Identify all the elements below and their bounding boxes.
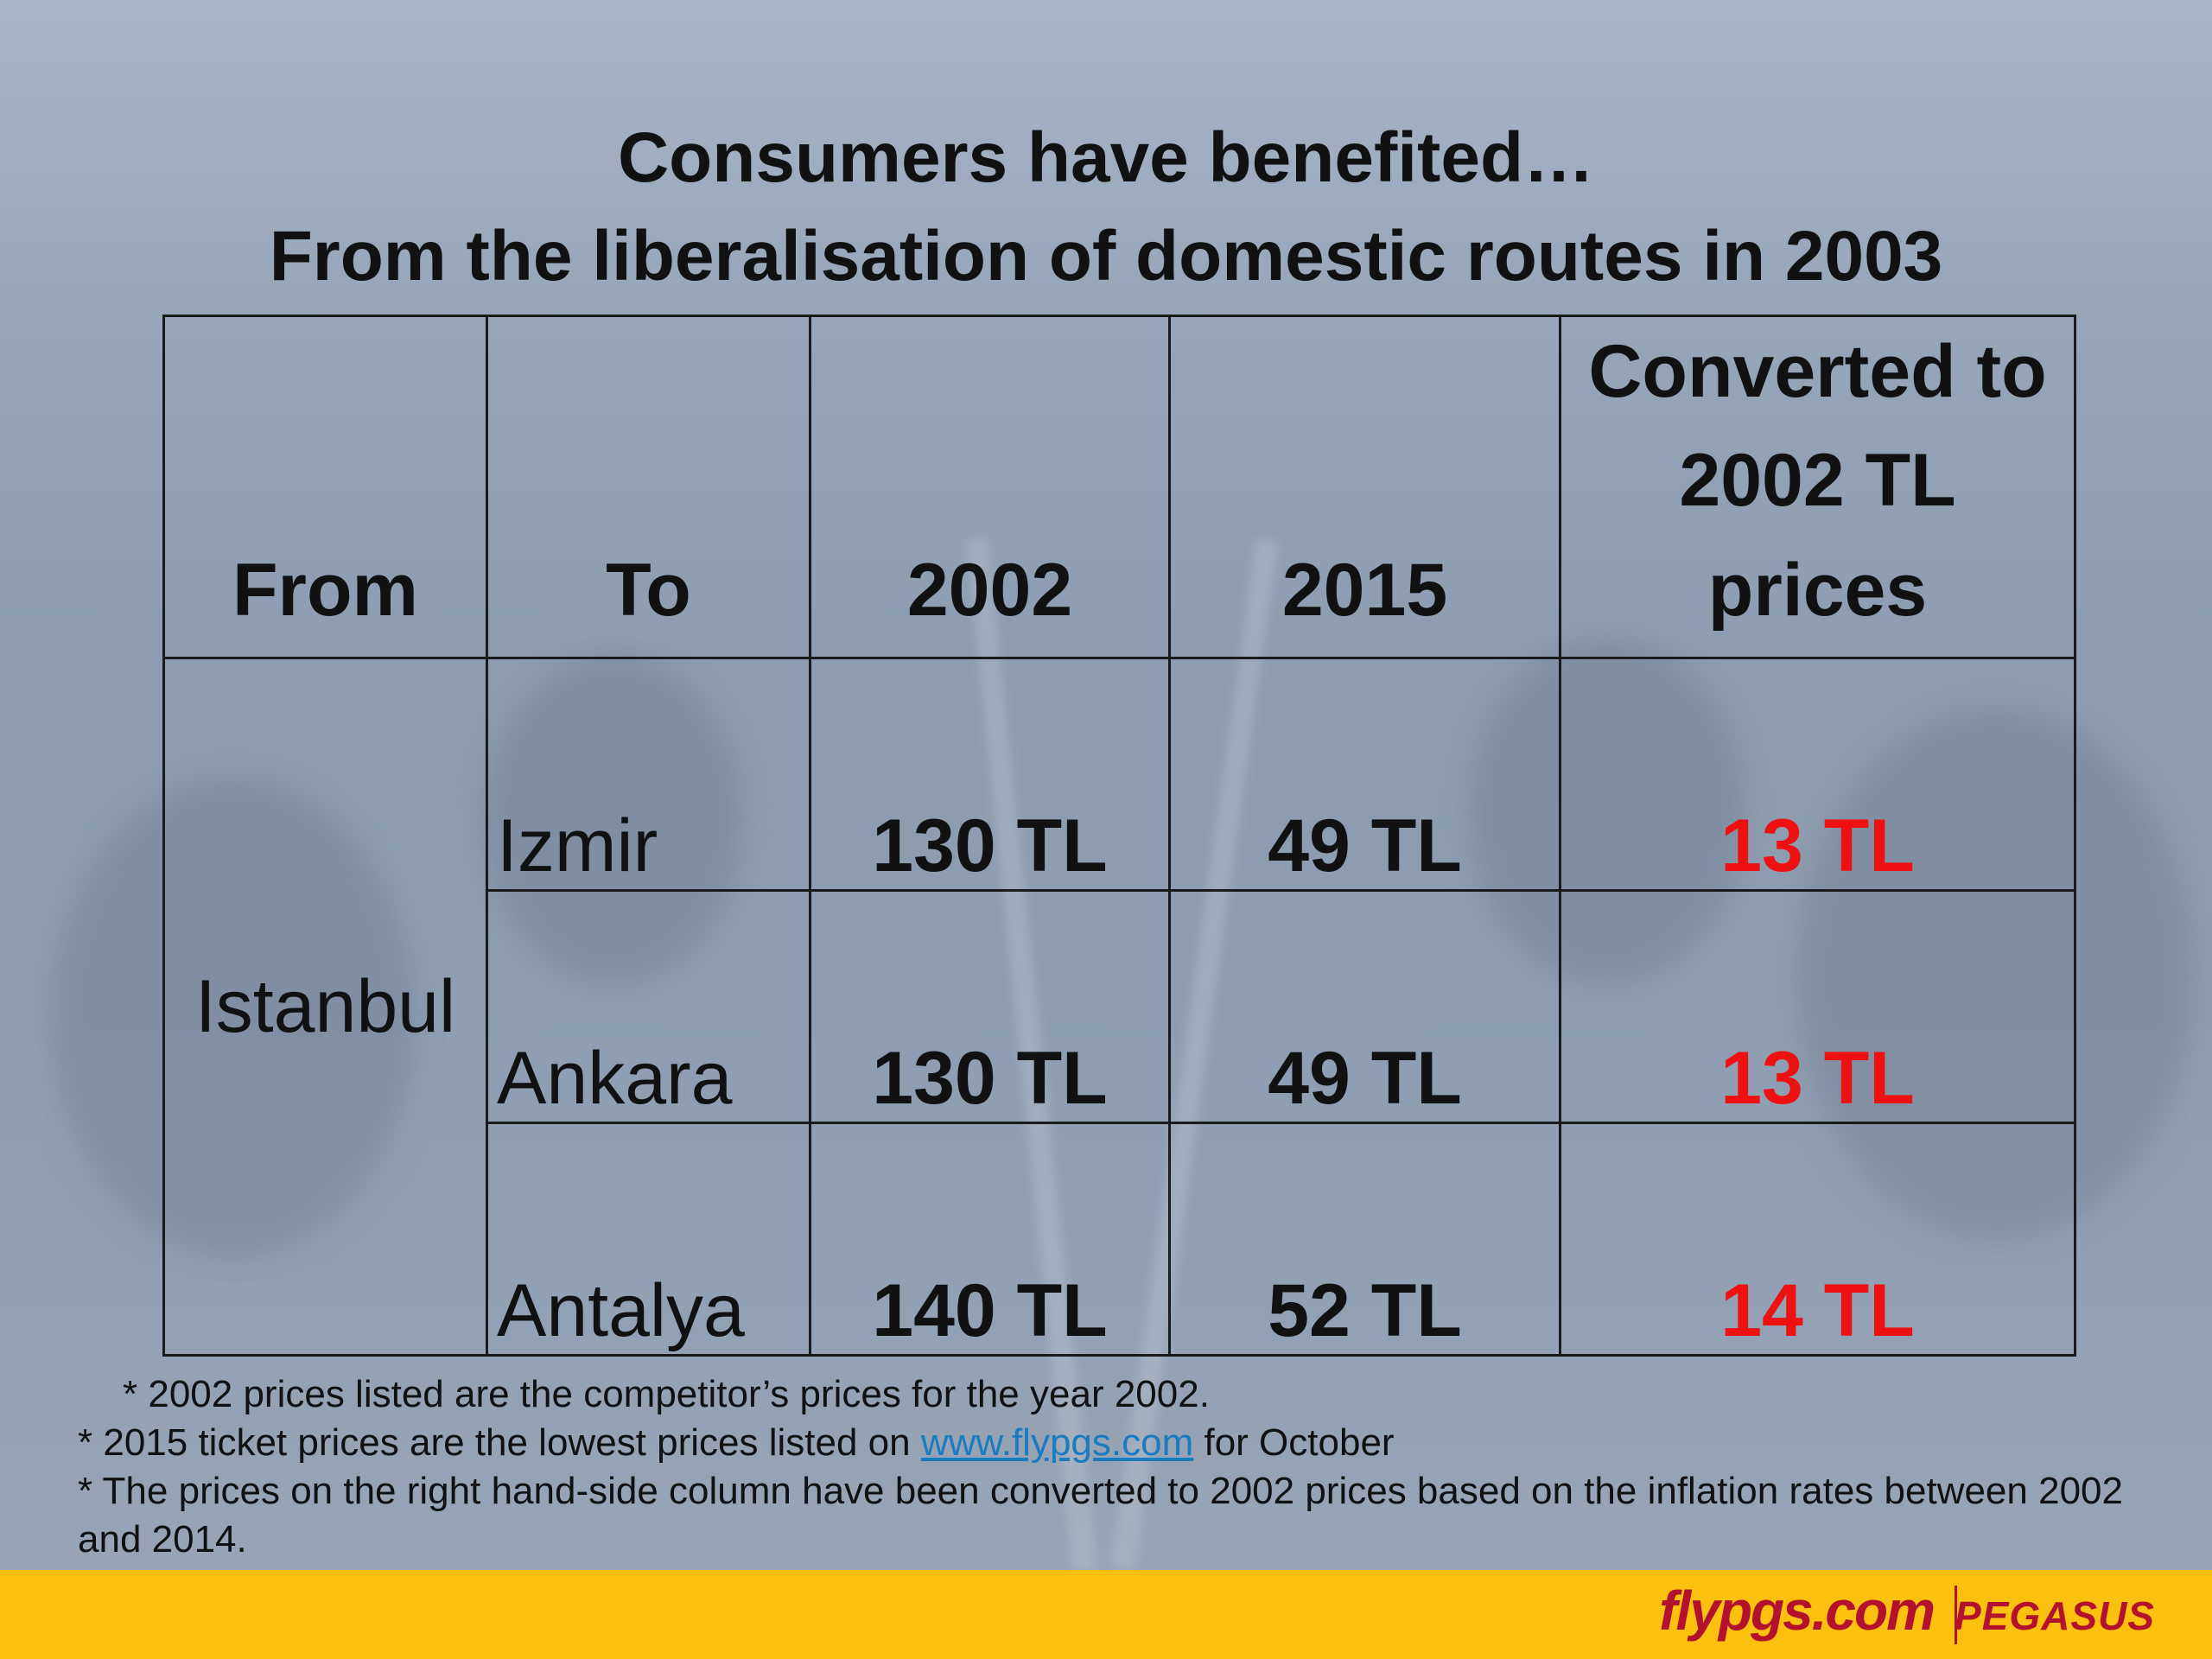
from-city-cell: Istanbul — [162, 657, 488, 1357]
destination-cell: Ankara — [486, 889, 811, 1125]
slide-title-line-2: From the liberalisation of domestic rout… — [269, 217, 1943, 296]
table-header-row: From To 2002 2015 Converted to 2002 TL p… — [162, 314, 2076, 660]
footnote-1: * 2002 prices listed are the competitor’… — [123, 1373, 1210, 1415]
footnote-2: * 2015 ticket prices are the lowest pric… — [78, 1419, 2212, 1467]
price-2015-cell: 49 TL — [1168, 657, 1561, 893]
footnote-2-prefix: * 2015 ticket prices are the lowest pric… — [78, 1421, 921, 1464]
table-row: Antalya 140 TL 52 TL 14 TL — [164, 1122, 2076, 1357]
converted-price-cell: 13 TL — [1559, 657, 2076, 893]
destination-cell: Antalya — [486, 1122, 811, 1357]
header-from: From — [162, 314, 488, 660]
header-2015: 2015 — [1168, 314, 1561, 660]
price-2015-cell: 52 TL — [1168, 1122, 1561, 1357]
pegasus-logo: PEGASUS — [1955, 1593, 2155, 1638]
table-row: Ankara 130 TL 49 TL 13 TL — [164, 889, 2076, 1125]
slide-title-line-1: Consumers have benefited… — [617, 118, 1595, 197]
logo-divider — [1955, 1586, 1957, 1644]
price-2015-cell: 49 TL — [1168, 889, 1561, 1125]
footnote-2-suffix: for October — [1193, 1421, 1395, 1464]
footer-bar: flypgs.com PEGASUS — [0, 1570, 2212, 1659]
footnotes: * 2002 prices listed are the competitor’… — [78, 1370, 2212, 1564]
footnote-4: and 2014. — [78, 1518, 247, 1560]
price-2002-cell: 130 TL — [809, 657, 1171, 893]
converted-price-cell: 14 TL — [1559, 1122, 2076, 1357]
price-2002-cell: 130 TL — [809, 889, 1171, 1125]
price-comparison-table: From To 2002 2015 Converted to 2002 TL p… — [162, 314, 2076, 1357]
flypgs-link[interactable]: www.flypgs.com — [920, 1421, 1194, 1464]
footnote-3: * The prices on the right hand-side colu… — [78, 1470, 2123, 1512]
table-row: Istanbul Izmir 130 TL 49 TL 13 TL — [162, 657, 2076, 1357]
destination-cell: Izmir — [486, 657, 811, 893]
flypgs-logo: flypgs.com — [1659, 1580, 1936, 1642]
header-to: To — [486, 314, 811, 660]
converted-price-cell: 13 TL — [1559, 889, 2076, 1125]
header-converted: Converted to 2002 TL prices — [1559, 314, 2076, 660]
price-2002-cell: 140 TL — [809, 1122, 1171, 1357]
header-2002: 2002 — [809, 314, 1171, 660]
